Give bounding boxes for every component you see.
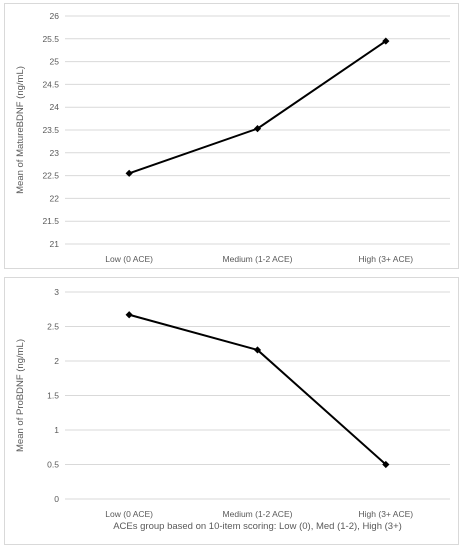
y-tick-label: 24.5 [42, 79, 59, 89]
y-tick-label: 26 [50, 11, 60, 21]
x-tick-label: Low (0 ACE) [105, 254, 153, 264]
y-tick-label: 25.5 [42, 34, 59, 44]
x-tick-label: High (3+ ACE) [359, 254, 414, 264]
y-tick-label: 23.5 [42, 125, 59, 135]
x-tick-label: Low (0 ACE) [105, 509, 153, 519]
y-tick-label: 23 [50, 148, 60, 158]
data-point-marker [125, 169, 133, 177]
y-tick-label: 1.5 [47, 391, 59, 401]
x-tick-label: Medium (1-2 ACE) [223, 509, 293, 519]
data-point-marker [382, 37, 390, 45]
y-axis-title: Mean of MatureBDNF (ng/mL) [15, 66, 26, 194]
chart-panel-mature-bdnf: 21 21.5 22 22.5 23 23.5 24 24.5 25 25.5 26 Low (0 A… [4, 3, 459, 269]
data-point-marker [253, 125, 262, 133]
y-tick-label: 22 [50, 193, 60, 203]
y-tick-label: 2.5 [47, 322, 59, 332]
y-tick-label: 25 [50, 57, 60, 67]
y-tick-label: 24 [50, 102, 60, 112]
y-tick-label: 21.5 [42, 216, 59, 226]
y-tick-label: 0 [54, 494, 59, 504]
x-tick-label: High (3+ ACE) [359, 509, 414, 519]
x-tick-label: Medium (1-2 ACE) [223, 254, 293, 264]
y-tick-label: 2 [54, 356, 59, 366]
series-line [128, 313, 387, 466]
mature-bdnf-chart: 21 21.5 22 22.5 23 23.5 24 24.5 25 25.5 26 Low (0 A… [15, 11, 450, 264]
y-tick-label: 0.5 [47, 460, 59, 470]
data-point-marker [382, 460, 390, 469]
pro-bdnf-chart: 0 0.5 1 1.5 2 2.5 3 Low (0 ACE) Medium (1-2 ACE)… [15, 287, 450, 532]
chart-panel-pro-bdnf: 0 0.5 1 1.5 2 2.5 3 Low (0 ACE) Medium (1-2 ACE)… [4, 277, 459, 545]
data-point-marker [125, 311, 133, 319]
y-axis-title: Mean of ProBDNF (ng/mL) [15, 339, 26, 452]
y-tick-label: 22.5 [42, 171, 59, 181]
y-tick-label: 21 [50, 239, 60, 249]
x-axis-title: ACEs group based on 10-item scoring: Low… [113, 521, 402, 532]
y-tick-label: 3 [54, 287, 59, 297]
y-tick-label: 1 [54, 425, 59, 435]
